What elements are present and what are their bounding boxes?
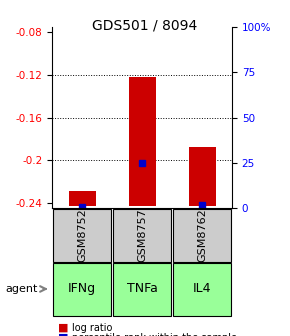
Bar	[188, 148, 215, 206]
FancyBboxPatch shape	[53, 209, 111, 262]
FancyBboxPatch shape	[113, 209, 171, 262]
Text: GSM8757: GSM8757	[137, 208, 147, 262]
Bar	[129, 77, 155, 206]
Text: ■: ■	[58, 323, 68, 333]
FancyBboxPatch shape	[173, 263, 231, 316]
Text: TNFa: TNFa	[127, 283, 157, 295]
FancyBboxPatch shape	[173, 209, 231, 262]
Text: GSM8762: GSM8762	[197, 208, 207, 262]
FancyBboxPatch shape	[113, 263, 171, 316]
Text: GSM8752: GSM8752	[77, 208, 87, 262]
Text: log ratio: log ratio	[72, 323, 113, 333]
Text: GDS501 / 8094: GDS501 / 8094	[93, 18, 197, 33]
Text: IL4: IL4	[193, 283, 211, 295]
Text: IFNg: IFNg	[68, 283, 96, 295]
Text: ■: ■	[58, 333, 68, 336]
Text: percentile rank within the sample: percentile rank within the sample	[72, 333, 238, 336]
Text: agent: agent	[6, 284, 38, 294]
FancyBboxPatch shape	[53, 263, 111, 316]
Bar	[69, 191, 96, 206]
